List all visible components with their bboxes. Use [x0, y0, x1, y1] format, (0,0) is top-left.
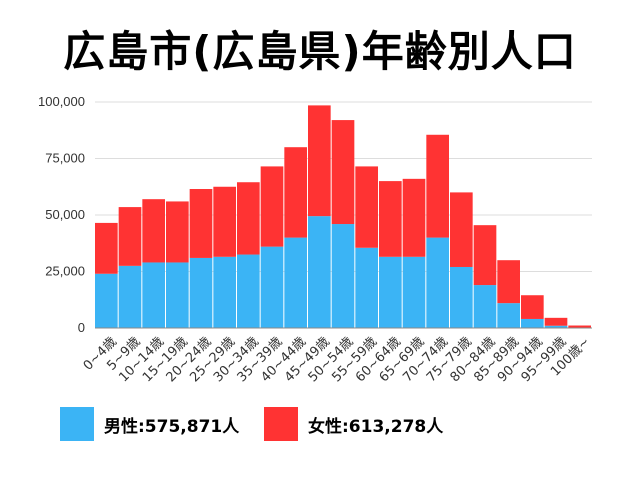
bar-male-4: [189, 257, 213, 328]
bar-female-8: [284, 147, 307, 238]
bar-male-19: [544, 325, 568, 328]
bars: [95, 105, 591, 328]
bar-female-0: [95, 222, 118, 274]
y-tick-label: 75,000: [45, 151, 85, 166]
legend-female: 女性:613,278人: [264, 404, 443, 444]
bar-female-14: [426, 134, 449, 238]
y-tick-label: 50,000: [45, 207, 85, 222]
bar-female-3: [166, 201, 189, 263]
bar-male-7: [260, 246, 284, 328]
legend-male-label: 男性:575,871人: [104, 416, 240, 437]
bar-male-0: [95, 273, 118, 328]
bar-male-15: [450, 266, 473, 328]
bar-female-16: [473, 225, 497, 286]
bar-female-12: [379, 181, 402, 257]
bar-female-5: [213, 186, 236, 257]
bar-female-10: [331, 120, 355, 225]
x-axis-labels: 0~4歳5~9歳10~14歳15~19歳20~24歳25~29歳30~34歳35…: [81, 334, 594, 385]
y-axis-ticks: 0 25,000 50,000 75,000 100,000: [38, 94, 85, 335]
y-tick-label: 100,000: [38, 94, 85, 109]
bar-male-6: [237, 254, 260, 328]
bar-male-17: [497, 303, 520, 328]
bar-female-6: [237, 182, 260, 255]
bar-female-2: [142, 199, 165, 263]
bar-female-1: [118, 207, 142, 266]
bar-female-19: [544, 317, 568, 326]
bar-male-16: [473, 285, 497, 328]
bar-male-18: [521, 318, 544, 328]
bar-male-13: [402, 256, 426, 328]
bar-male-1: [118, 265, 142, 328]
legend-male: 男性:575,871人: [60, 404, 239, 444]
bar-male-8: [284, 237, 307, 328]
bar-female-4: [189, 189, 213, 258]
bar-female-11: [355, 166, 378, 248]
bar-male-11: [355, 247, 378, 328]
bar-female-13: [402, 178, 426, 257]
bar-female-17: [497, 260, 520, 304]
legend-female-swatch: [264, 407, 298, 441]
bar-female-7: [260, 166, 284, 247]
y-tick-label: 25,000: [45, 264, 85, 279]
bar-male-14: [426, 237, 449, 328]
bar-male-12: [379, 256, 402, 328]
bar-male-2: [142, 262, 165, 328]
bar-female-15: [450, 192, 473, 267]
y-tick-label: 0: [78, 320, 85, 335]
legend-male-swatch: [60, 407, 94, 441]
bar-male-9: [308, 216, 331, 328]
legend-female-label: 女性:613,278人: [308, 416, 444, 437]
chart-title: 広島市(広島県)年齢別人口: [63, 27, 577, 76]
bar-male-5: [213, 256, 236, 328]
bar-male-3: [166, 262, 189, 328]
bar-female-20: [568, 325, 591, 328]
bar-male-10: [331, 224, 355, 328]
bar-female-18: [521, 295, 544, 319]
bar-female-9: [308, 105, 331, 217]
